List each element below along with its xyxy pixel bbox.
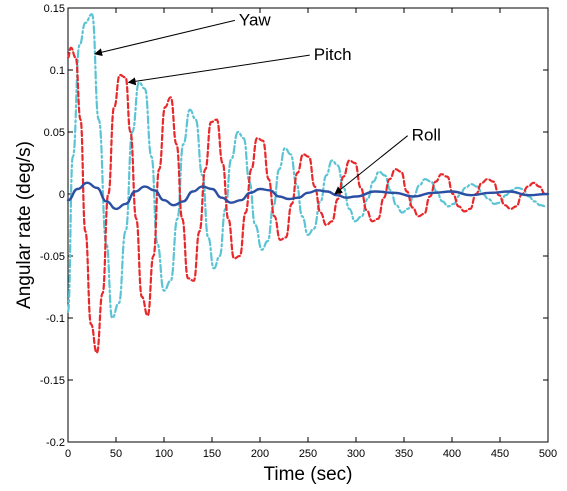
series-layer [66, 13, 550, 354]
y-tick-label: -0.2 [46, 437, 65, 449]
series-yaw-line [66, 13, 548, 320]
y-tick-label: -0.1 [46, 313, 65, 325]
x-tick-label: 300 [347, 448, 365, 460]
y-axis-label: Angular rate (deg/s) [14, 141, 35, 309]
x-axis-label: Time (sec) [263, 464, 352, 485]
x-tick-label: 100 [155, 448, 173, 460]
y-tick-label: -0.05 [40, 251, 65, 263]
axis-ticks: 0 50 100 150 200 250 300 350 400 450 500 -0.2 -0.15 -… [40, 3, 557, 460]
x-tick-label: 50 [110, 448, 122, 460]
y-tick-label: 0.1 [50, 65, 65, 77]
y-tick-label: 0.15 [44, 3, 65, 15]
annotation-layer: Yaw Pitch Roll [94, 10, 441, 195]
annotation-yaw: Yaw [239, 10, 272, 29]
annotation-pitch-arrow [127, 54, 310, 86]
x-tick-label: 250 [299, 448, 317, 460]
y-tick-label: -0.15 [40, 375, 65, 387]
plot-area [67, 7, 549, 443]
annotation-pitch: Pitch [314, 45, 352, 64]
annotation-roll-arrow [334, 135, 408, 195]
x-tick-label: 0 [65, 448, 71, 460]
annotation-yaw-arrow [94, 19, 235, 57]
series-roll-line [66, 181, 550, 211]
y-tick-label: 0 [59, 189, 65, 201]
x-tick-label: 350 [395, 448, 413, 460]
x-tick-label: 500 [539, 448, 557, 460]
x-tick-label: 150 [203, 448, 221, 460]
x-tick-label: 200 [251, 448, 269, 460]
y-tick-label: 0.05 [44, 127, 65, 139]
x-tick-label: 400 [443, 448, 461, 460]
series-pitch-line [66, 46, 547, 354]
x-tick-label: 450 [491, 448, 509, 460]
annotation-roll: Roll [412, 126, 441, 145]
